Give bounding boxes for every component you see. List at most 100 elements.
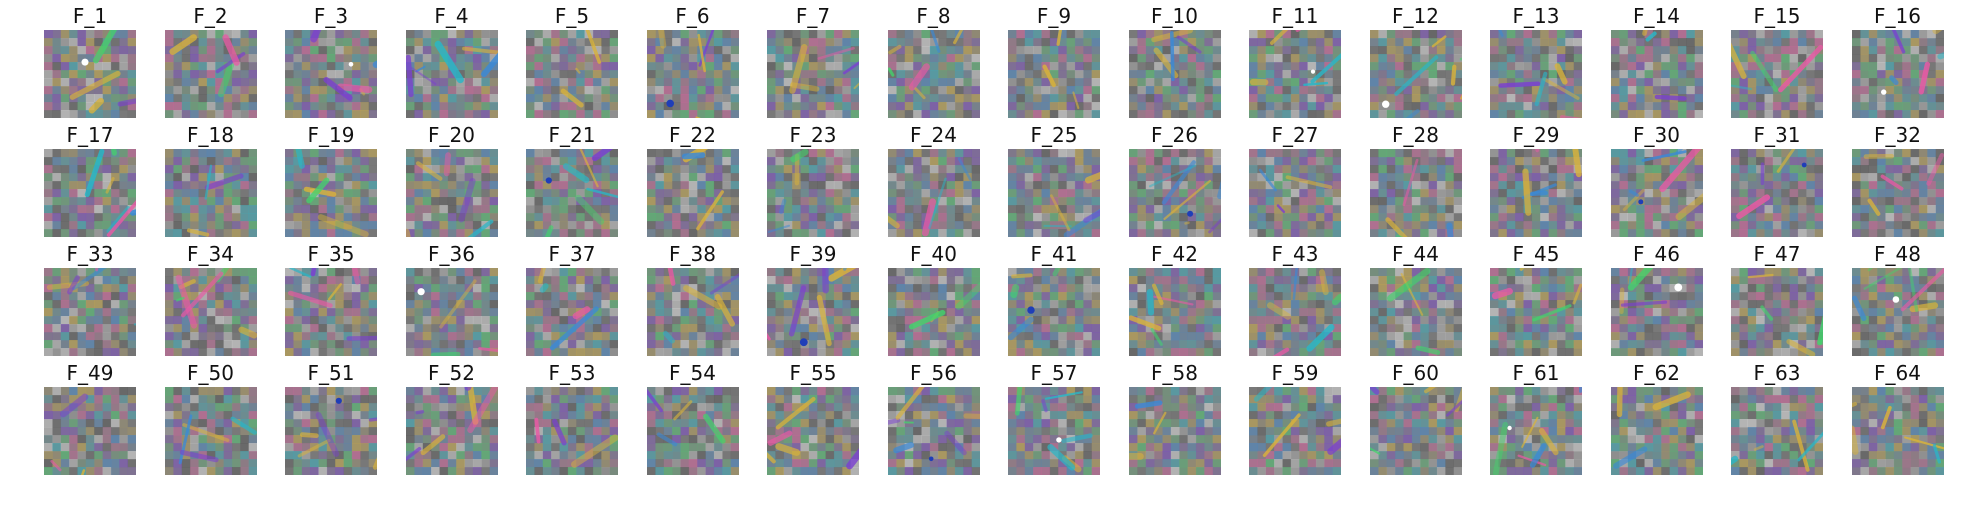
filter-label: F_15 — [1753, 4, 1801, 28]
filter-texture — [1128, 30, 1221, 118]
filter-cell: F_57 — [1008, 357, 1100, 475]
filter-texture — [405, 387, 498, 475]
filter-cell: F_45 — [1490, 238, 1582, 356]
filter-image — [1369, 30, 1462, 118]
filter-image — [1851, 30, 1944, 118]
filter-image — [1610, 30, 1703, 118]
filter-label: F_17 — [66, 123, 114, 147]
filter-label: F_37 — [548, 242, 596, 266]
filter-texture — [1369, 149, 1462, 237]
filter-cell: F_6 — [646, 0, 739, 118]
filter-image — [1128, 149, 1221, 237]
filter-texture — [285, 387, 377, 475]
filter-texture — [767, 268, 859, 356]
filter-image — [1851, 149, 1944, 237]
filter-label: F_3 — [313, 4, 349, 28]
filter-label: F_40 — [910, 242, 957, 266]
filter-label: F_1 — [72, 4, 108, 28]
filter-texture — [1731, 30, 1823, 118]
filter-cell: F_23 — [767, 119, 859, 237]
filter-texture — [1128, 149, 1221, 237]
filter-texture — [44, 387, 136, 475]
filter-image — [285, 149, 377, 237]
filter-image — [1369, 387, 1462, 475]
filter-image — [1128, 387, 1221, 475]
filter-image — [1249, 387, 1341, 475]
filter-cell: F_22 — [646, 119, 739, 237]
filter-image — [887, 387, 980, 475]
filter-label: F_30 — [1633, 123, 1680, 147]
filter-image — [646, 149, 739, 237]
filter-cell: F_36 — [405, 238, 498, 356]
filter-texture — [646, 387, 739, 475]
filter-image — [1008, 30, 1100, 118]
filter-cell: F_38 — [646, 238, 739, 356]
filter-texture — [405, 30, 498, 118]
filter-texture — [1490, 268, 1582, 356]
filter-texture — [1128, 387, 1221, 475]
filter-texture — [44, 30, 136, 118]
filter-label: F_52 — [428, 361, 475, 385]
filter-image — [1008, 268, 1100, 356]
filter-label: F_39 — [789, 242, 837, 266]
filter-texture — [1851, 268, 1944, 356]
filter-texture — [1851, 387, 1944, 475]
filter-cell: F_2 — [164, 0, 257, 118]
filter-cell: F_12 — [1369, 0, 1462, 118]
filter-label: F_60 — [1392, 361, 1439, 385]
filter-label: F_57 — [1030, 361, 1078, 385]
filter-label: F_56 — [910, 361, 957, 385]
filter-image — [1731, 149, 1823, 237]
filter-label: F_45 — [1512, 242, 1560, 266]
filter-image — [646, 268, 739, 356]
filter-image — [1128, 30, 1221, 118]
filter-image — [526, 268, 618, 356]
filter-image — [164, 268, 257, 356]
filter-label: F_2 — [193, 4, 228, 28]
filter-cell: F_31 — [1731, 119, 1823, 237]
filter-label: F_12 — [1392, 4, 1439, 28]
filter-cell: F_44 — [1369, 238, 1462, 356]
filter-label: F_25 — [1030, 123, 1078, 147]
filter-image — [44, 268, 136, 356]
filter-cell: F_17 — [44, 119, 136, 237]
filter-cell: F_30 — [1610, 119, 1703, 237]
filter-image — [1731, 30, 1823, 118]
filter-cell: F_61 — [1490, 357, 1582, 475]
filter-cell: F_55 — [767, 357, 859, 475]
filter-image — [1490, 268, 1582, 356]
filter-label: F_64 — [1874, 361, 1921, 385]
filter-cell: F_8 — [887, 0, 980, 118]
filter-cell: F_10 — [1128, 0, 1221, 118]
filter-image — [767, 268, 859, 356]
filter-label: F_10 — [1151, 4, 1198, 28]
filter-image — [887, 149, 980, 237]
filter-label: F_22 — [669, 123, 716, 147]
filter-texture — [526, 387, 618, 475]
filter-label: F_11 — [1271, 4, 1319, 28]
filter-image — [405, 387, 498, 475]
filter-cell: F_24 — [887, 119, 980, 237]
filter-texture — [1008, 268, 1100, 356]
filter-label: F_8 — [916, 4, 951, 28]
filter-cell: F_13 — [1490, 0, 1582, 118]
filter-label: F_61 — [1512, 361, 1560, 385]
filter-cell: F_51 — [285, 357, 377, 475]
filter-label: F_41 — [1030, 242, 1078, 266]
filter-image — [1610, 268, 1703, 356]
filter-label: F_53 — [548, 361, 596, 385]
filter-label: F_58 — [1151, 361, 1198, 385]
filter-cell: F_14 — [1610, 0, 1703, 118]
filter-image — [164, 387, 257, 475]
filter-cell: F_43 — [1249, 238, 1341, 356]
filter-label: F_63 — [1753, 361, 1801, 385]
filter-image — [1490, 30, 1582, 118]
filter-label: F_50 — [187, 361, 234, 385]
filter-cell: F_40 — [887, 238, 980, 356]
filter-image — [1249, 149, 1341, 237]
filter-label: F_23 — [789, 123, 837, 147]
filter-texture — [1249, 149, 1341, 237]
filter-cell: F_27 — [1249, 119, 1341, 237]
filter-cell: F_41 — [1008, 238, 1100, 356]
filter-label: F_16 — [1874, 4, 1921, 28]
